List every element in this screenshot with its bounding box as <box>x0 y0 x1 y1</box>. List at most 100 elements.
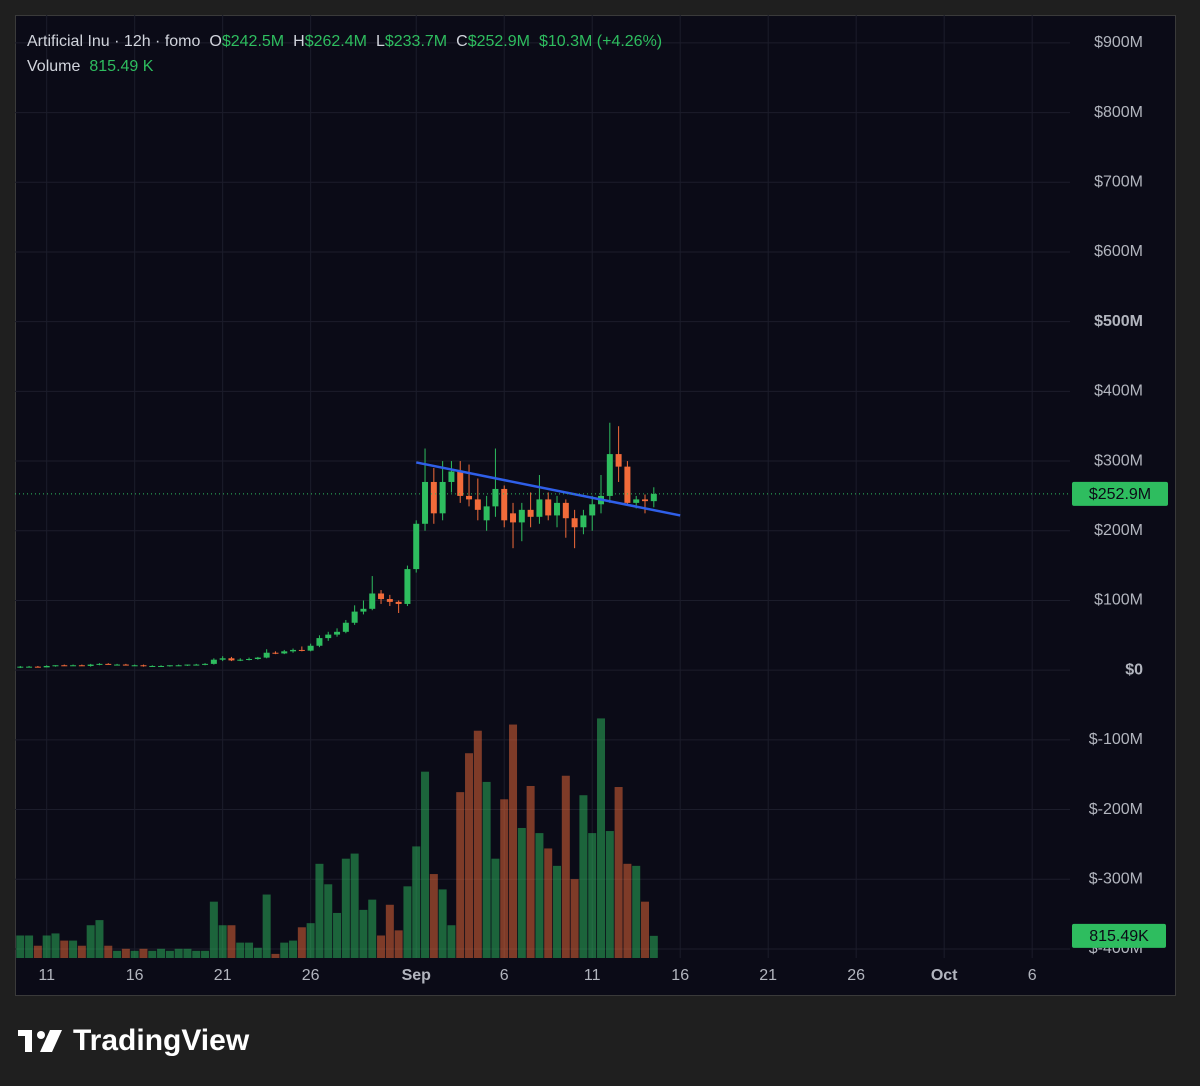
chart-panel <box>15 15 1176 996</box>
candle-body <box>272 652 279 654</box>
volume-bar <box>289 940 298 958</box>
candle-body <box>263 652 270 658</box>
candle-body <box>87 664 94 666</box>
volume-bar <box>377 935 386 958</box>
volume-bar <box>25 935 34 958</box>
volume-bar <box>51 933 60 958</box>
candle-body <box>624 466 631 503</box>
brand: TradingView <box>73 1024 250 1057</box>
candle-body <box>193 664 200 666</box>
volume-bar <box>456 792 465 958</box>
volume-bar <box>95 920 104 958</box>
candle-body <box>122 664 129 666</box>
candle-body <box>580 515 587 528</box>
volume-bar <box>218 925 227 958</box>
volume-bar <box>69 940 78 958</box>
candle-body <box>457 471 464 496</box>
volume-bar <box>183 948 192 958</box>
volume-bar <box>60 940 69 958</box>
volume-legend-value: 815.49 K <box>89 58 153 75</box>
y-tick-label: $900M <box>1094 34 1143 51</box>
candle-body <box>166 665 173 667</box>
volume-bar <box>385 904 394 958</box>
volume-bar <box>280 942 289 958</box>
legend-value: $262.4M <box>305 33 367 50</box>
volume-bar <box>165 950 174 958</box>
volume-bar <box>509 724 518 958</box>
logo: TradingView <box>18 1024 250 1057</box>
volume-bar <box>262 894 271 958</box>
candle-body <box>562 502 569 519</box>
x-tick-label: 6 <box>1028 967 1037 984</box>
volume-bar <box>623 863 632 958</box>
volume-bar <box>526 785 535 958</box>
candle-body <box>404 569 411 604</box>
candle-body <box>70 665 77 667</box>
legend-title: Artificial Inu · 12h · fomo <box>27 33 201 50</box>
candle-body <box>518 509 525 523</box>
volume-bar <box>500 799 509 958</box>
x-tick-label: 6 <box>500 967 509 984</box>
y-tick-label: $600M <box>1094 243 1143 260</box>
volume-bar <box>368 899 377 958</box>
volume-bar <box>42 935 51 958</box>
candle-body <box>114 664 121 666</box>
candle-body <box>395 601 402 604</box>
x-tick-label: 11 <box>584 967 601 984</box>
candle-body <box>131 665 138 667</box>
volume-bar <box>561 775 570 958</box>
volume-bar <box>77 945 86 958</box>
x-tick-label: 11 <box>38 967 55 984</box>
candle-body <box>228 658 235 661</box>
candle-body <box>149 665 156 667</box>
volume-bar <box>394 930 403 958</box>
candle-body <box>140 665 147 667</box>
candle-body <box>466 495 473 500</box>
candle-body <box>492 488 499 507</box>
candle-body <box>413 523 420 570</box>
volume-badge-label: 815.49K <box>1089 928 1149 945</box>
volume-bar <box>148 950 157 958</box>
y-tick-label: $100M <box>1094 592 1143 609</box>
volume-legend: Volume 815.49 K <box>27 58 154 75</box>
candle-body <box>290 649 297 652</box>
legend-value: $233.7M <box>385 33 447 50</box>
volume-bar <box>341 858 350 958</box>
candle-body <box>351 611 358 623</box>
legend-value: $242.5M <box>222 33 284 50</box>
volume-bar <box>517 827 526 958</box>
volume-bar <box>429 874 438 958</box>
candle-body <box>589 504 596 516</box>
candle-body <box>386 599 393 602</box>
volume-bar <box>113 950 122 958</box>
y-tick-label: $700M <box>1094 173 1143 190</box>
volume-bar <box>306 923 315 958</box>
y-tick-label: $0 <box>1125 661 1143 678</box>
volume-bar <box>605 831 614 958</box>
volume-bar <box>632 865 641 958</box>
candle-body <box>254 657 261 659</box>
volume-bar <box>614 787 623 958</box>
volume-bar <box>209 901 218 958</box>
y-tick-label: $-100M <box>1089 731 1143 748</box>
volume-bar <box>253 947 262 958</box>
axes: $-400M$-300M$-200M$-100M$0$100M$200M$300… <box>15 34 1168 984</box>
candle-body <box>96 663 103 665</box>
candle-body <box>34 666 41 668</box>
candle-body <box>448 471 455 482</box>
volume-bar <box>588 833 597 958</box>
volume-bar <box>157 948 166 958</box>
volume-bar <box>491 858 500 958</box>
logo-stem <box>25 1030 32 1052</box>
candle-body <box>536 499 543 517</box>
candle-body <box>237 659 244 661</box>
candle-body <box>334 631 341 635</box>
candle-body <box>501 488 508 521</box>
legend-value: $252.9M <box>468 33 530 50</box>
volume-bar <box>412 846 421 958</box>
volume-bar <box>121 948 130 958</box>
volume-bar <box>570 879 579 958</box>
volume-bar <box>227 925 236 958</box>
x-tick-label: Oct <box>931 967 958 984</box>
candle-body <box>571 518 578 528</box>
